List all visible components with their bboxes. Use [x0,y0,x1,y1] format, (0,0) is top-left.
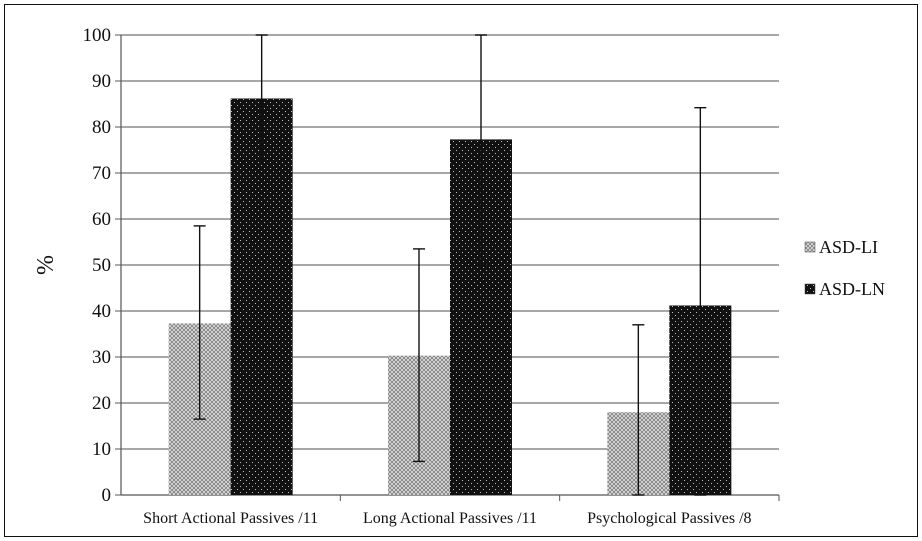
y-tick-label: 100 [83,25,112,46]
legend-swatch [804,241,816,253]
y-tick-label: 60 [92,209,111,230]
y-tick-label: 80 [92,117,111,138]
chart-frame: 0 10 20 30 40 50 60 70 80 90 100 Short Actional Pas… [4,4,918,537]
y-tick-label: 70 [92,163,111,184]
legend-label: ASD-LI [819,237,878,257]
bar-asd-ln [230,98,293,495]
error-bars [193,34,707,496]
y-tick-label: 10 [92,439,111,460]
bar-chart: 0 10 20 30 40 50 60 70 80 90 100 Short Actional Pas… [33,25,885,527]
bars [168,98,732,496]
y-axis-title: % [33,255,59,275]
legend: ASD-LI ASD-LN [804,237,885,299]
y-tick-label: 30 [92,347,111,368]
y-tick-label: 0 [102,485,112,506]
x-category-label: Long Actional Passives /11 [363,510,537,527]
axis-labels: 0 10 20 30 40 50 60 70 80 90 100 Short Actional Pas… [83,25,752,527]
legend-swatch [804,283,816,295]
y-tick-label: 50 [92,255,111,276]
legend-label: ASD-LN [819,279,885,299]
y-tick-label: 20 [92,393,111,414]
y-tick-label: 90 [92,71,111,92]
y-tick-label: 40 [92,301,111,322]
x-category-label: Psychological Passives /8 [587,510,751,527]
x-category-label: Short Actional Passives /11 [143,510,318,527]
